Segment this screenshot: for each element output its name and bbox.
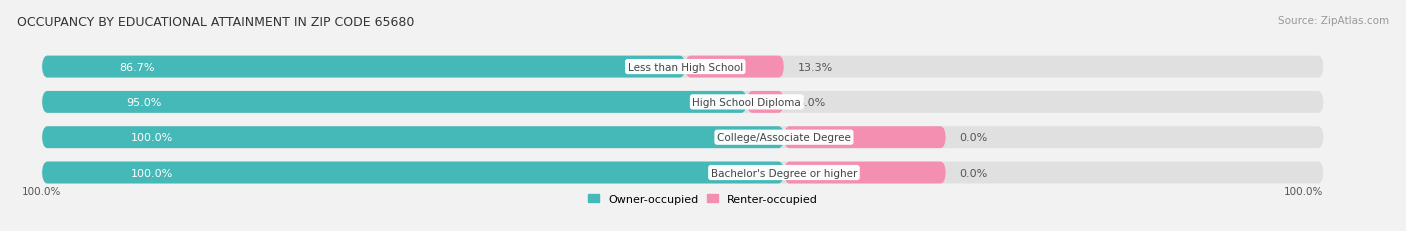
- Text: Less than High School: Less than High School: [627, 62, 742, 72]
- Text: College/Associate Degree: College/Associate Degree: [717, 133, 851, 143]
- Text: Source: ZipAtlas.com: Source: ZipAtlas.com: [1278, 16, 1389, 26]
- FancyBboxPatch shape: [685, 56, 785, 78]
- FancyBboxPatch shape: [42, 56, 1323, 78]
- FancyBboxPatch shape: [42, 56, 685, 78]
- FancyBboxPatch shape: [42, 91, 1323, 113]
- FancyBboxPatch shape: [42, 91, 747, 113]
- Text: 13.3%: 13.3%: [797, 62, 832, 72]
- Text: 100.0%: 100.0%: [1284, 186, 1323, 196]
- Legend: Owner-occupied, Renter-occupied: Owner-occupied, Renter-occupied: [583, 190, 823, 208]
- Text: 100.0%: 100.0%: [131, 168, 173, 178]
- Text: 86.7%: 86.7%: [120, 62, 155, 72]
- Text: 100.0%: 100.0%: [21, 186, 60, 196]
- FancyBboxPatch shape: [42, 162, 785, 184]
- Text: 100.0%: 100.0%: [131, 133, 173, 143]
- FancyBboxPatch shape: [747, 91, 785, 113]
- Text: 0.0%: 0.0%: [959, 133, 987, 143]
- Text: 95.0%: 95.0%: [127, 97, 162, 107]
- Text: High School Diploma: High School Diploma: [693, 97, 801, 107]
- FancyBboxPatch shape: [785, 127, 946, 149]
- Text: 0.0%: 0.0%: [959, 168, 987, 178]
- FancyBboxPatch shape: [42, 127, 1323, 149]
- Text: Bachelor's Degree or higher: Bachelor's Degree or higher: [711, 168, 858, 178]
- FancyBboxPatch shape: [42, 127, 785, 149]
- Text: 5.0%: 5.0%: [797, 97, 825, 107]
- FancyBboxPatch shape: [42, 162, 1323, 184]
- FancyBboxPatch shape: [785, 162, 946, 184]
- Text: OCCUPANCY BY EDUCATIONAL ATTAINMENT IN ZIP CODE 65680: OCCUPANCY BY EDUCATIONAL ATTAINMENT IN Z…: [17, 16, 415, 29]
